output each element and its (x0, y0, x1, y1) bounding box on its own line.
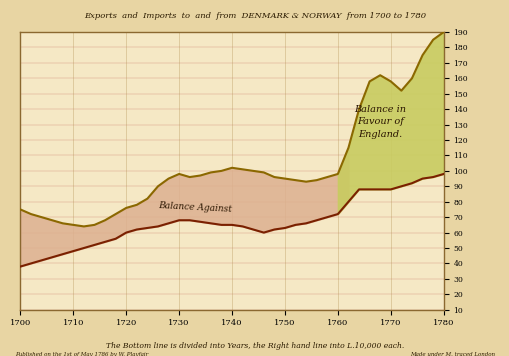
Text: Exports  and  Imports  to  and  from  DENMARK & NORWAY  from 1700 to 1780: Exports and Imports to and from DENMARK … (84, 12, 425, 20)
Text: The Bottom line is divided into Years, the Right hand line into L.10,000 each.: The Bottom line is divided into Years, t… (106, 342, 403, 350)
Text: Balance in
Favour of
England.: Balance in Favour of England. (354, 105, 405, 138)
Text: Balance Against: Balance Against (158, 201, 232, 214)
Text: Published on the 1st of May 1786 by W. Playfair: Published on the 1st of May 1786 by W. P… (15, 352, 148, 356)
Text: Made under M. traced London: Made under M. traced London (409, 352, 494, 356)
